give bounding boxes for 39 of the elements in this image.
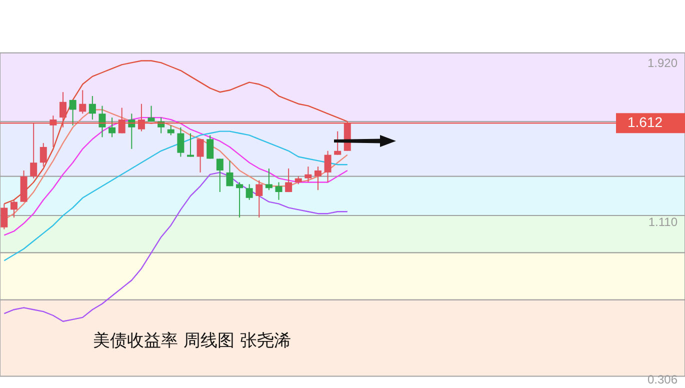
candlestick [285,168,292,193]
candlestick [334,130,342,156]
ref-line-label: 1.612 [627,114,663,130]
candlestick [177,126,184,158]
line-series [4,130,348,262]
candlestick [167,124,174,136]
candlestick [30,122,38,179]
annotation: 美债收益率 周线图 张尧浠 [93,331,291,351]
candlestick [206,134,214,160]
candlestick [256,180,263,218]
candlestick [314,166,322,191]
candlestick [118,107,126,134]
y-tick-label: 0.306 [647,372,678,386]
y-tick-label: 1.920 [647,56,678,70]
candlestick [275,182,282,200]
candlestick [0,203,8,230]
candlestick [186,132,194,158]
candlestick [216,158,224,193]
candlestick [10,199,18,218]
candlestick [226,160,234,187]
candlestick [108,117,116,138]
y-tick-label: 1.110 [648,214,678,229]
candlestick [148,105,155,122]
candlestick [69,99,76,126]
candlestick [246,184,253,200]
candlestick [324,150,332,183]
line-series [4,60,348,204]
candlestick [88,96,96,120]
candlestick [304,166,312,183]
candlestick [236,182,244,218]
line-series [4,116,348,236]
candlestick [98,105,106,138]
candlestick [79,90,86,114]
candlestick [138,103,145,132]
candlestick [40,142,47,168]
candlestick [196,138,204,173]
candlestick [265,168,272,191]
line-series [4,172,348,322]
candlestick [60,92,67,128]
